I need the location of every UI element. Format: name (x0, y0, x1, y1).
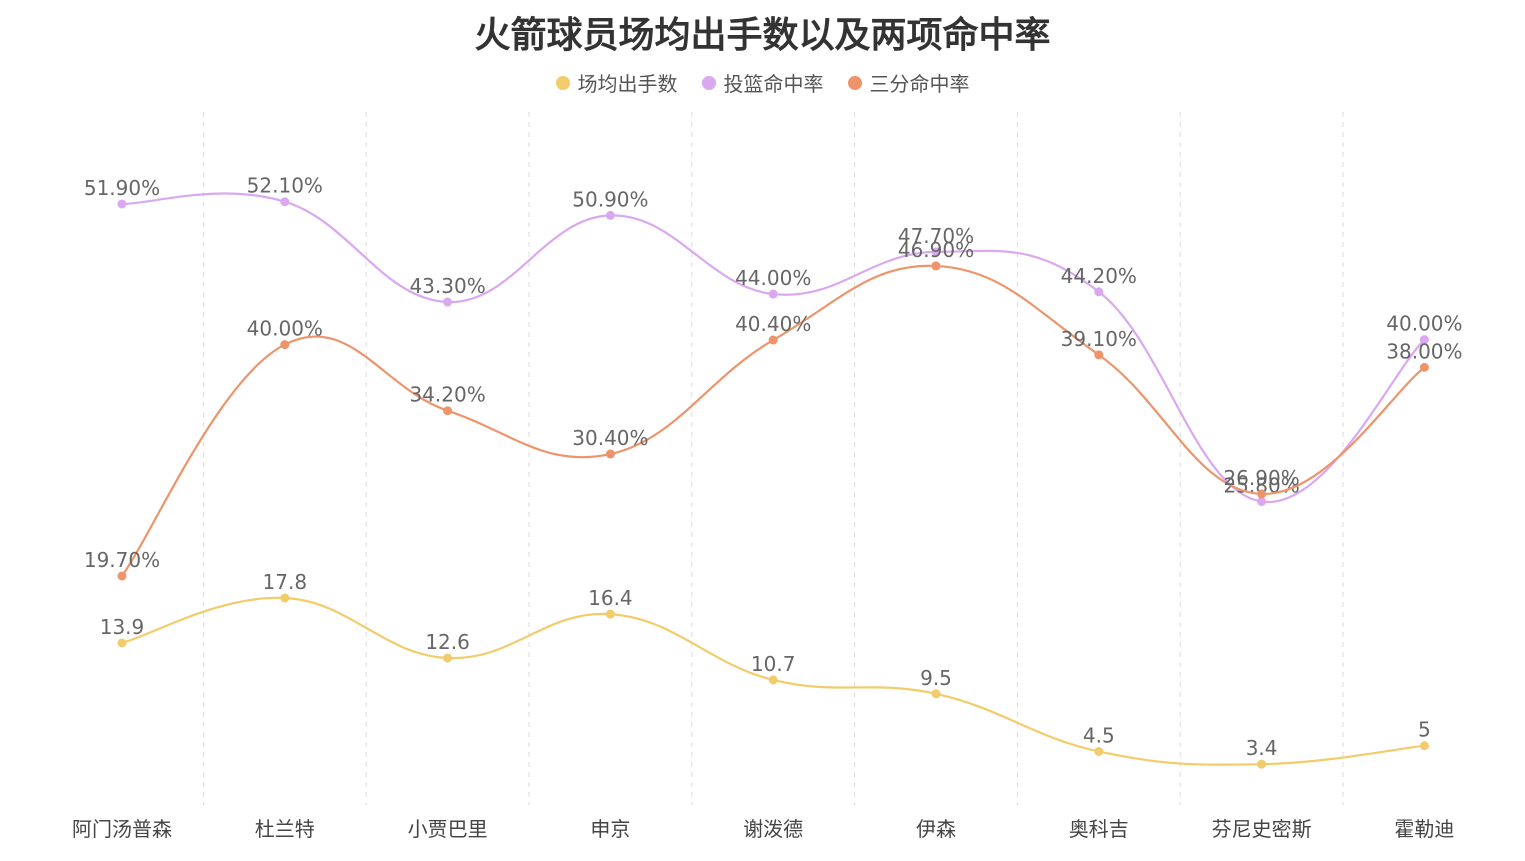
data-point[interactable] (1257, 759, 1267, 769)
x-tick-label: 谢泼德 (743, 817, 803, 841)
data-point[interactable] (117, 638, 127, 648)
data-point[interactable] (605, 449, 615, 459)
data-point[interactable] (443, 297, 453, 307)
data-label: 16.4 (588, 586, 633, 610)
legend-swatch (555, 75, 570, 90)
data-label: 5 (1418, 718, 1431, 742)
data-label: 43.30% (409, 274, 485, 298)
series-line (121, 192, 1426, 503)
data-point[interactable] (443, 406, 453, 416)
data-label: 38.00% (1386, 339, 1462, 363)
data-point[interactable] (1094, 287, 1104, 297)
data-point[interactable] (931, 261, 941, 271)
legend-item[interactable]: 场均出手数 (555, 68, 678, 97)
data-label: 17.8 (263, 570, 308, 594)
data-point[interactable] (280, 197, 290, 207)
data-label: 26.90% (1223, 466, 1299, 490)
legend-swatch (847, 75, 862, 90)
legend-item[interactable]: 三分命中率 (847, 68, 970, 97)
legend-label: 三分命中率 (869, 72, 970, 96)
data-label: 10.7 (751, 652, 796, 676)
data-point[interactable] (768, 335, 778, 345)
data-label: 51.90% (84, 176, 160, 200)
data-point[interactable] (117, 571, 127, 581)
data-point[interactable] (1419, 335, 1429, 345)
data-label: 40.00% (1386, 312, 1462, 336)
data-label: 44.20% (1061, 264, 1137, 288)
data-label: 40.00% (247, 317, 323, 341)
chart-title: 火箭球员场均出手数以及两项命中率 (474, 15, 1051, 56)
x-tick-label: 阿门汤普森 (72, 817, 172, 841)
data-point[interactable] (1419, 362, 1429, 372)
data-label: 30.40% (572, 426, 648, 450)
data-label: 9.5 (920, 666, 952, 690)
x-tick-label: 小贾巴里 (408, 817, 488, 841)
data-point[interactable] (1257, 497, 1267, 507)
data-label: 47.70% (898, 224, 974, 248)
x-tick-label: 伊森 (916, 817, 956, 841)
x-tick-label: 申京 (590, 817, 630, 841)
data-point[interactable] (768, 289, 778, 299)
data-label: 13.9 (100, 615, 145, 639)
data-label: 46.90% (898, 238, 974, 262)
data-label: 50.90% (572, 187, 648, 211)
data-point[interactable] (1419, 741, 1429, 751)
legend-label: 投篮命中率 (723, 72, 824, 96)
x-tick-label: 霍勒迪 (1394, 817, 1454, 841)
data-label: 39.10% (1061, 327, 1137, 351)
data-label: 40.40% (735, 312, 811, 336)
legend[interactable]: 场均出手数 投篮命中率 三分命中率 (0, 68, 1525, 97)
x-tick-label: 杜兰特 (255, 817, 315, 841)
data-point[interactable] (280, 593, 290, 603)
data-point[interactable] (443, 653, 453, 663)
legend-swatch (701, 75, 716, 90)
data-point[interactable] (768, 675, 778, 685)
data-point[interactable] (931, 247, 941, 257)
data-point[interactable] (605, 210, 615, 220)
data-point[interactable] (605, 609, 615, 619)
data-label: 12.6 (425, 630, 470, 654)
data-point[interactable] (117, 199, 127, 209)
x-tick-label: 奥科吉 (1069, 817, 1129, 841)
data-point[interactable] (1094, 746, 1104, 756)
data-label: 44.00% (735, 266, 811, 290)
x-tick-label: 芬尼史密斯 (1212, 817, 1312, 841)
legend-item[interactable]: 投篮命中率 (701, 68, 824, 97)
data-label: 34.20% (409, 383, 485, 407)
data-label: 3.4 (1246, 736, 1278, 760)
data-point[interactable] (1094, 350, 1104, 360)
legend-label: 场均出手数 (577, 72, 678, 96)
data-label: 4.5 (1083, 723, 1115, 747)
data-label: 19.70% (84, 548, 160, 572)
data-point[interactable] (931, 689, 941, 699)
data-label: 52.10% (247, 174, 323, 198)
data-point[interactable] (280, 340, 290, 350)
data-point[interactable] (1257, 489, 1267, 499)
